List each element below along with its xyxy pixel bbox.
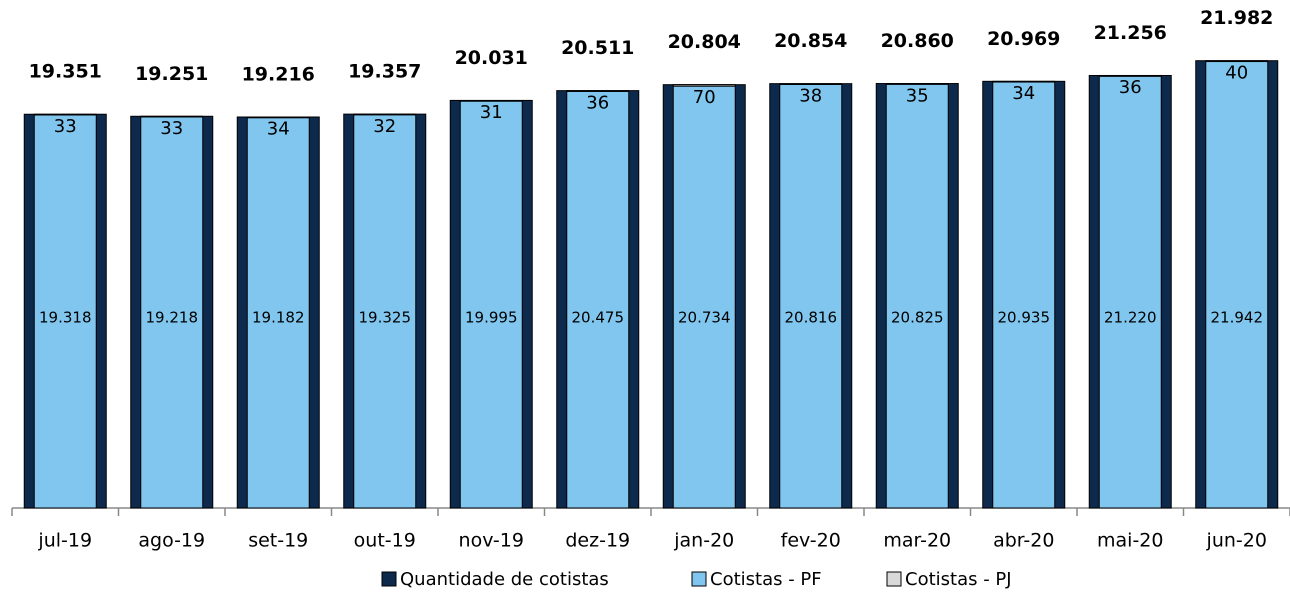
bar-pj (459, 100, 523, 102)
total-label: 21.982 (1200, 7, 1273, 29)
total-label: 19.251 (135, 63, 208, 85)
bar-pf (885, 83, 949, 509)
x-tick-label: jun-20 (1206, 530, 1267, 552)
pf-label: 21.942 (1211, 309, 1264, 327)
bar-pf (1098, 75, 1162, 509)
total-label: 20.854 (774, 30, 847, 52)
x-tick-label: jan-20 (673, 530, 734, 552)
pf-label: 20.935 (998, 309, 1051, 327)
pj-label: 33 (160, 118, 183, 139)
bar-pj (353, 113, 417, 116)
pf-label: 20.825 (891, 309, 944, 327)
bar-pj (566, 90, 630, 92)
pj-label: 38 (799, 85, 822, 106)
pf-label: 19.182 (252, 309, 305, 327)
legend-swatch (886, 571, 902, 587)
bar-pj (140, 115, 204, 118)
pf-label: 19.318 (39, 309, 92, 327)
pj-label: 40 (1225, 63, 1248, 84)
pf-label: 21.220 (1104, 309, 1157, 327)
bar-pf (1205, 61, 1269, 509)
total-label: 19.351 (29, 61, 102, 83)
pf-label: 20.475 (572, 309, 625, 327)
bar-pf (672, 85, 736, 509)
pj-label: 32 (373, 116, 396, 137)
pf-label: 20.816 (785, 309, 838, 327)
legend-swatch (691, 571, 707, 587)
bar-pj (1205, 60, 1269, 63)
bar-pf (779, 83, 843, 509)
total-label: 21.256 (1094, 22, 1167, 44)
x-tick-label: abr-20 (993, 530, 1054, 552)
x-tick-label: ago-19 (138, 530, 205, 552)
bar-pj (246, 116, 310, 119)
pj-label: 70 (693, 87, 716, 108)
pj-label: 34 (267, 119, 290, 140)
total-label: 20.511 (561, 37, 634, 59)
bar-pj (33, 113, 97, 116)
total-label: 20.969 (987, 28, 1060, 50)
bar-pf (140, 116, 204, 509)
bar-pj (992, 80, 1056, 83)
bar-pf (353, 114, 417, 509)
legend-label: Cotistas - PJ (905, 569, 1012, 590)
pf-label: 20.734 (678, 309, 731, 327)
total-label: 19.216 (242, 63, 315, 85)
total-label: 20.804 (668, 31, 741, 53)
bar-pf (33, 114, 97, 509)
pf-label: 19.325 (359, 309, 412, 327)
pj-label: 34 (1012, 83, 1035, 104)
legend-swatch (381, 571, 397, 587)
pj-label: 36 (1119, 77, 1142, 98)
bar-pj (1098, 74, 1162, 77)
pj-label: 33 (54, 116, 77, 137)
x-tick-label: mai-20 (1097, 530, 1163, 552)
pf-label: 19.218 (146, 309, 199, 327)
bar-pf (992, 81, 1056, 509)
x-tick-label: fev-20 (781, 530, 841, 552)
total-label: 20.860 (881, 30, 954, 52)
total-label: 20.031 (455, 47, 528, 69)
x-tick-label: mar-20 (883, 530, 951, 552)
total-label: 19.357 (348, 61, 421, 83)
x-tick-label: out-19 (354, 530, 416, 552)
bar-pf (246, 117, 310, 509)
legend-label: Cotistas - PF (710, 569, 822, 590)
bar-pj (885, 83, 949, 85)
bar-pj (779, 83, 843, 85)
x-tick-label: set-19 (248, 530, 308, 552)
pj-label: 35 (906, 85, 929, 106)
x-tick-label: jul-19 (37, 530, 92, 552)
pj-label: 31 (480, 102, 503, 123)
bar-pj (672, 84, 736, 87)
x-tick-label: dez-19 (565, 530, 630, 552)
pf-label: 19.995 (465, 309, 518, 327)
pj-label: 36 (586, 92, 609, 113)
legend-label: Quantidade de cotistas (400, 569, 609, 590)
bar-pf (566, 90, 630, 509)
bar-pf (459, 100, 523, 509)
x-tick-label: nov-19 (459, 530, 524, 552)
